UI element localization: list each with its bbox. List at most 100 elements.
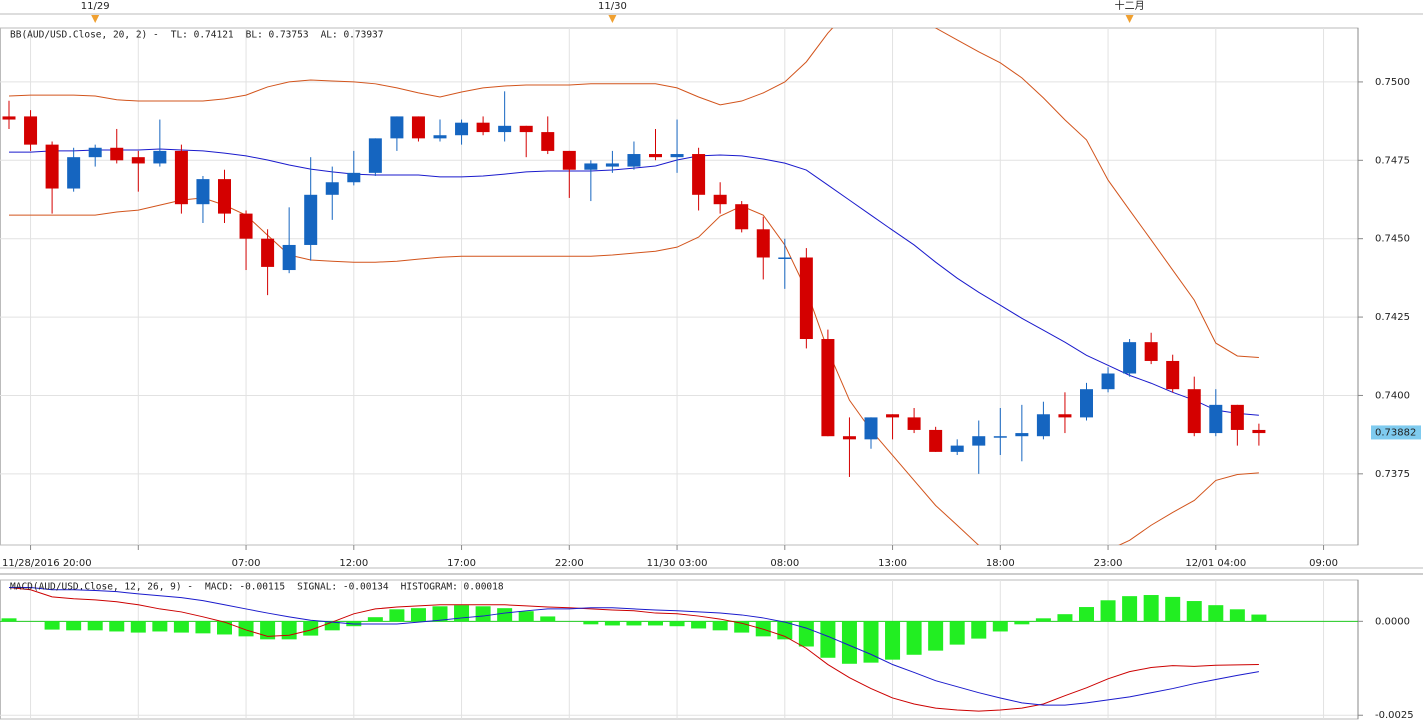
histogram-bar xyxy=(152,621,168,632)
histogram-bar xyxy=(109,621,125,632)
candle-body xyxy=(756,229,770,258)
histogram-bar xyxy=(604,621,620,626)
histogram-bar xyxy=(217,621,232,635)
bollinger-upper xyxy=(8,28,1259,359)
candle-body xyxy=(368,138,382,173)
candle-body xyxy=(282,244,296,271)
x-tick-label: 08:00 xyxy=(770,558,799,569)
histogram-bar xyxy=(87,621,103,631)
candle-body xyxy=(1101,373,1115,390)
histogram-bar xyxy=(1143,595,1159,622)
candle-body xyxy=(24,116,38,145)
histogram-bar xyxy=(1014,621,1030,625)
y-tick-label: 0.7450 xyxy=(1375,234,1410,245)
histogram-bar xyxy=(1035,618,1051,622)
histogram-bar xyxy=(475,606,491,622)
candle-body xyxy=(1166,360,1180,390)
candle-body xyxy=(1015,433,1029,437)
candle-body xyxy=(304,194,318,245)
legend-entry: HISTOGRAM: 0.00018 xyxy=(401,582,504,593)
y-tick-label: 0.0000 xyxy=(1375,616,1410,627)
histogram-bar xyxy=(906,621,922,655)
candle-body xyxy=(649,154,662,158)
candle-body xyxy=(799,257,813,340)
x-tick-label: 12/01 04:00 xyxy=(1185,558,1246,569)
histogram-bar xyxy=(1186,601,1202,622)
candle-body xyxy=(325,182,339,195)
histogram-bar xyxy=(432,606,448,622)
candle-body xyxy=(1123,342,1137,374)
histogram-bar xyxy=(1,618,17,622)
top-date-label: 11/29 xyxy=(81,1,110,12)
histogram-bar xyxy=(173,621,189,633)
signal-line xyxy=(9,587,1259,706)
candle-body xyxy=(864,417,878,440)
candle-body xyxy=(541,132,555,151)
candle-body xyxy=(993,436,1007,438)
histogram-bar xyxy=(1100,600,1116,622)
top-date-marker xyxy=(1125,15,1134,23)
x-tick-label: 09:00 xyxy=(1309,558,1338,569)
histogram-bar xyxy=(66,621,82,631)
histogram-bar xyxy=(583,621,599,625)
histogram-bar xyxy=(798,621,814,647)
plot-area xyxy=(0,587,1358,712)
histogram-bar xyxy=(669,621,685,627)
top-date-label: 十二月 xyxy=(1115,0,1145,12)
histogram-bar xyxy=(497,608,513,622)
histogram-bar xyxy=(949,621,965,645)
candle-body xyxy=(476,122,490,133)
x-tick-label: 12:00 xyxy=(339,558,368,569)
histogram-bar xyxy=(841,621,857,664)
histogram-bar xyxy=(1079,607,1094,622)
candle-body xyxy=(1058,414,1072,418)
histogram-bar xyxy=(885,621,901,660)
y-tick-label: 0.7375 xyxy=(1375,469,1410,480)
histogram-bar xyxy=(1165,596,1181,622)
candle-body xyxy=(1080,389,1093,418)
x-tick-label: 23:00 xyxy=(1094,558,1123,569)
candle-body xyxy=(1144,342,1158,361)
candle-body xyxy=(886,414,900,418)
histogram-bar xyxy=(734,621,750,633)
candle-body xyxy=(605,163,619,167)
y-tick-label: 0.7425 xyxy=(1375,312,1410,323)
candle-body xyxy=(1187,389,1201,434)
last-price: 0.73882 xyxy=(1375,427,1416,438)
histogram-bar xyxy=(303,621,319,636)
candle-body xyxy=(1230,404,1244,430)
candle-body xyxy=(692,154,706,195)
legend-entry: MACD: -0.00115 xyxy=(205,582,285,593)
histogram-bar xyxy=(518,611,534,622)
candle-body xyxy=(239,213,253,239)
legend-entry: AL: 0.73937 xyxy=(321,30,384,41)
x-tick-label: 18:00 xyxy=(986,558,1015,569)
histogram-bar xyxy=(820,621,836,658)
top-date-marker xyxy=(608,15,617,23)
candle-body xyxy=(713,194,727,205)
y-tick-label: 0.7475 xyxy=(1375,155,1410,166)
histogram-bar xyxy=(928,621,944,651)
candle-body xyxy=(562,150,576,170)
candle-body xyxy=(778,257,792,259)
candle-body xyxy=(519,125,533,133)
histogram-bar xyxy=(626,621,642,626)
candle-body xyxy=(735,204,749,230)
histogram-bar xyxy=(691,621,707,629)
candle-body xyxy=(196,179,210,205)
histogram-bar xyxy=(1229,609,1245,622)
candle-body xyxy=(627,154,641,167)
candle-body xyxy=(584,163,598,170)
x-tick-label: 11/30 03:00 xyxy=(647,558,708,569)
legend-entry: TL: 0.74121 xyxy=(171,30,234,41)
histogram-bar xyxy=(389,609,405,622)
histogram-bar xyxy=(324,621,340,631)
candle-body xyxy=(67,157,81,189)
grid xyxy=(0,28,1358,545)
candle-body xyxy=(842,436,856,440)
candle-body xyxy=(1036,414,1050,437)
histogram-bar xyxy=(1251,614,1267,622)
y-tick-label: 0.7400 xyxy=(1375,390,1410,401)
